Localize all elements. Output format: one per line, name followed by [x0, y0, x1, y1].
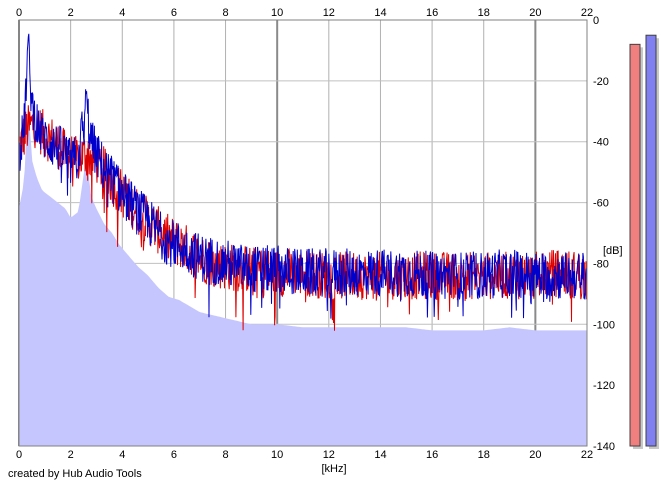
x-tick-label-bottom: 0: [16, 449, 22, 461]
spectrum-series: [18, 33, 588, 331]
credit-text: created by Hub Audio Tools: [8, 468, 142, 480]
y-tick-label: -60: [593, 198, 609, 210]
y-tick-label: 0: [593, 15, 599, 27]
y-tick-label: -100: [593, 319, 615, 331]
blue-channel-line: [18, 33, 588, 319]
x-tick-label-bottom: 18: [478, 449, 490, 461]
spectrum-area-fill: [19, 105, 587, 447]
level-meter-bar: [645, 34, 657, 447]
x-tick-label-bottom: 16: [426, 449, 438, 461]
x-tick-label-top: 20: [529, 7, 541, 19]
y-tick-label: -120: [593, 380, 615, 392]
x-tick-label-top: 6: [171, 7, 177, 19]
x-tick-label-top: 14: [374, 7, 386, 19]
x-tick-label-top: 18: [478, 7, 490, 19]
x-tick-label-top: 0: [16, 7, 22, 19]
x-tick-label-top: 8: [222, 7, 228, 19]
x-tick-label-bottom: 4: [119, 449, 125, 461]
plot-border: [18, 19, 588, 447]
x-tick-label-bottom: 20: [529, 449, 541, 461]
y-tick-label: -20: [593, 76, 609, 88]
y-tick-label: -140: [593, 441, 615, 453]
y-tick-label: -40: [593, 137, 609, 149]
x-tick-label-bottom: 2: [68, 449, 74, 461]
x-tick-label-top: 2: [68, 7, 74, 19]
x-tick-label-top: 16: [426, 7, 438, 19]
x-tick-label-bottom: 8: [222, 449, 228, 461]
x-tick-label-top: 4: [119, 7, 125, 19]
x-tick-label-top: 12: [323, 7, 335, 19]
x-tick-label-top: 10: [271, 7, 283, 19]
x-tick-label-bottom: 10: [271, 449, 283, 461]
level-meters: [629, 34, 659, 449]
y-axis-ticks: 0 -20 -40 -60 -80 -100 -120 -140: [593, 15, 615, 453]
x-tick-label-bottom: 12: [323, 449, 335, 461]
x-tick-label-bottom: 6: [171, 449, 177, 461]
x-tick-label-bottom: 14: [374, 449, 386, 461]
y-axis-label: [dB]: [603, 245, 623, 257]
x-tick-label-bottom: 22: [581, 449, 593, 461]
y-tick-label: -80: [593, 258, 609, 270]
level-meter-bar: [629, 43, 641, 447]
x-axis-label: [kHz]: [321, 463, 346, 475]
x-tick-label-top: 22: [581, 7, 593, 19]
